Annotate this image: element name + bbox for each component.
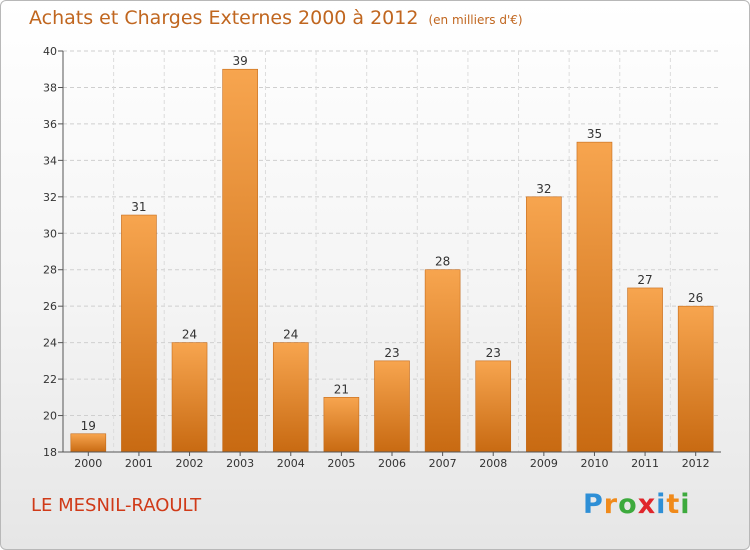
y-tick-label-22: 22 xyxy=(43,373,57,386)
bar-2005 xyxy=(323,397,360,453)
y-tick-label-40: 40 xyxy=(43,45,57,58)
value-label-2005: 21 xyxy=(334,382,349,396)
y-tick-label-32: 32 xyxy=(43,191,57,204)
value-label-2009: 32 xyxy=(536,182,551,196)
value-label-2003: 39 xyxy=(233,54,248,68)
bar-2011 xyxy=(627,287,663,453)
bar-2012 xyxy=(677,305,714,453)
x-tick-label-2012: 2012 xyxy=(682,457,710,470)
logo-letter: x xyxy=(637,489,657,520)
value-label-2012: 26 xyxy=(688,291,703,305)
y-tick-label-28: 28 xyxy=(43,264,57,277)
logo-letter: P xyxy=(583,489,604,520)
logo-letter: t xyxy=(666,489,681,520)
bar-2003 xyxy=(222,68,258,453)
x-tick-label-2007: 2007 xyxy=(429,457,457,470)
y-tick-label-30: 30 xyxy=(43,227,57,240)
x-tick-label-2006: 2006 xyxy=(378,457,406,470)
y-tick-label-38: 38 xyxy=(43,81,57,94)
bar-2009 xyxy=(526,196,562,453)
location-label: LE MESNIL-RAOULT xyxy=(31,495,202,516)
proxiti-logo: Proxiti xyxy=(583,489,691,520)
bar-2010 xyxy=(576,141,613,453)
bar-2001 xyxy=(121,214,157,453)
bar-2000 xyxy=(70,433,107,453)
value-label-2000: 19 xyxy=(81,419,96,433)
bar-2006 xyxy=(374,360,410,453)
chart-title-text: Achats et Charges Externes 2000 à 2012 xyxy=(29,7,419,29)
axis-layer: 18 20 22 24 26 28 30 32 34 36 38 40 xyxy=(43,45,721,459)
bar-2004 xyxy=(272,342,309,453)
x-tick-label-2011: 2011 xyxy=(631,457,659,470)
y-tick-label-18: 18 xyxy=(43,446,57,459)
x-tick-label-2000: 2000 xyxy=(74,457,102,470)
labels-layer: 19 2000 31 2001 24 2002 39 2003 24 2004 21 2005 23 20… xyxy=(74,54,709,470)
y-tick-label-20: 20 xyxy=(43,410,57,423)
logo-letter: i xyxy=(656,489,667,520)
x-tick-label-2008: 2008 xyxy=(479,457,507,470)
bar-2008 xyxy=(475,360,512,453)
chart-title: Achats et Charges Externes 2000 à 2012 (e… xyxy=(29,7,523,29)
value-label-2008: 23 xyxy=(486,346,501,360)
y-tick-label-26: 26 xyxy=(43,300,57,313)
x-tick-label-2002: 2002 xyxy=(176,457,204,470)
x-tick-label-2001: 2001 xyxy=(125,457,153,470)
value-label-2004: 24 xyxy=(283,328,298,342)
value-label-2001: 31 xyxy=(131,200,146,214)
value-label-2010: 35 xyxy=(587,127,602,141)
y-tick-label-24: 24 xyxy=(43,337,57,350)
x-tick-label-2005: 2005 xyxy=(327,457,355,470)
x-tick-label-2009: 2009 xyxy=(530,457,558,470)
value-label-2007: 28 xyxy=(435,255,450,269)
y-tick-label-34: 34 xyxy=(43,154,57,167)
x-tick-label-2010: 2010 xyxy=(580,457,608,470)
logo-letter: r xyxy=(603,489,619,520)
logo-letter: o xyxy=(618,489,638,520)
bar-2007 xyxy=(424,269,461,453)
x-tick-label-2004: 2004 xyxy=(277,457,305,470)
value-label-2011: 27 xyxy=(637,273,652,287)
logo-letter: i xyxy=(680,489,691,520)
value-label-2006: 23 xyxy=(384,346,399,360)
chart-subtitle: (en milliers d'€) xyxy=(428,13,523,27)
x-tick-label-2003: 2003 xyxy=(226,457,254,470)
value-label-2002: 24 xyxy=(182,328,197,342)
y-tick-label-36: 36 xyxy=(43,118,57,131)
bars-layer xyxy=(70,68,714,453)
bar-2002 xyxy=(171,342,208,453)
